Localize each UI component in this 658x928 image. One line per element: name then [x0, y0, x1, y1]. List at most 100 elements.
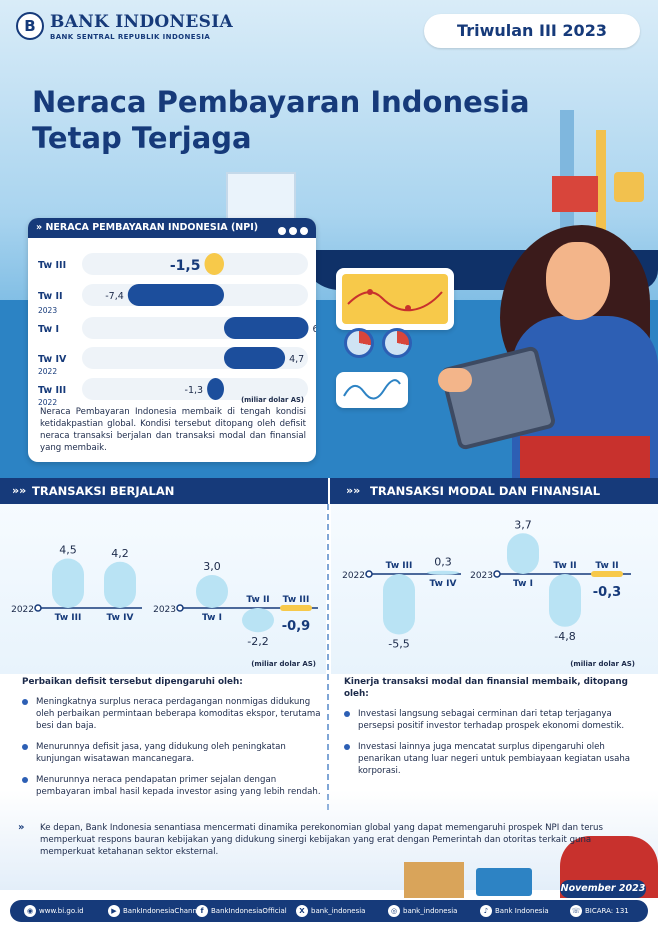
window-dots-icon	[275, 223, 308, 243]
footer-instagram-label: bank_indonesia	[403, 907, 458, 915]
category-label: Tw I	[202, 613, 222, 623]
container-illustration	[552, 176, 598, 212]
npi-value-label: 6,5	[313, 324, 317, 335]
npi-bar	[207, 378, 224, 400]
section-divider	[327, 504, 329, 810]
value-label: 3,0	[203, 560, 221, 573]
logo-subtitle: BANK SENTRAL REPUBLIK INDONESIA	[50, 33, 211, 41]
footer-website-label: www.bi.go.id	[39, 907, 84, 915]
value-label: -0,3	[593, 585, 621, 600]
floating-chart-card	[336, 268, 454, 330]
logo-name: BANK INDONESIA	[50, 12, 233, 32]
youtube-icon: ▶	[108, 905, 120, 917]
footer-website[interactable]: ◉ www.bi.go.id	[24, 900, 84, 922]
bank-indonesia-logo-icon: B	[16, 12, 44, 40]
footer-x-label: bank_indonesia	[311, 907, 366, 915]
pie-chart-icon-2	[382, 328, 412, 358]
axis-start-dot	[493, 570, 501, 578]
data-bar	[104, 561, 136, 608]
npi-card: » NERACA PEMBAYARAN INDONESIA (NPI) Tw I…	[28, 218, 316, 462]
data-bar	[242, 608, 274, 633]
current-account-info: Perbaikan defisit tersebut dipengaruhi o…	[22, 676, 322, 807]
container-illustration-2	[614, 172, 644, 202]
npi-value-label: 4,7	[289, 354, 304, 365]
footer-youtube[interactable]: ▶ BankIndonesiaChannel	[108, 900, 203, 922]
page-title-line2: Tetap Terjaga	[32, 121, 252, 155]
data-bar	[507, 533, 539, 574]
value-label: -2,2	[247, 635, 268, 648]
chevron-right-icon: »»	[12, 484, 27, 497]
list-item: Menurunnya defisit jasa, yang didukung o…	[22, 741, 322, 765]
outlook-paragraph: Ke depan, Bank Indonesia senantiasa menc…	[40, 823, 603, 857]
value-label: -0,9	[282, 619, 310, 634]
highlight-bar	[591, 571, 623, 577]
npi-category-label: Tw II	[38, 291, 63, 302]
truck-illustration	[476, 868, 532, 896]
crane-illustration-2	[596, 130, 606, 300]
category-label: Tw II	[553, 561, 576, 571]
instagram-icon: ◎	[388, 905, 400, 917]
list-item: Investasi langsung sebagai cerminan dari…	[344, 708, 640, 732]
category-label: Tw III	[283, 595, 310, 605]
section-header-current-account: »» TRANSAKSI BERJALAN	[0, 478, 328, 504]
capital-account-chart-area: 2022 Tw III -5,5 Tw IV 0,3 2023 Tw I 3,7 Tw II -4…	[331, 504, 658, 674]
data-bar	[549, 574, 581, 627]
floating-wave-card	[336, 372, 408, 408]
npi-category-label: Tw I	[38, 324, 59, 335]
value-label: 0,3	[434, 556, 452, 569]
month-badge: November 2023	[560, 880, 646, 898]
capital-account-chart: 2022 Tw III -5,5 Tw IV 0,3 2023 Tw I 3,7 Tw II -4…	[342, 518, 635, 668]
footer-tiktok-label: Bank Indonesia	[495, 907, 549, 915]
bicara-icon: ☏	[570, 905, 582, 917]
npi-unit-label: (miliar dolar AS)	[241, 396, 304, 404]
boxes-illustration	[404, 862, 464, 898]
period-badge: Triwulan III 2023	[424, 14, 640, 48]
hand-illustration	[438, 368, 472, 392]
current-account-chart: 2022 Tw III 4,5 Tw IV 4,2 2023 Tw I 3,0 Tw II -2,…	[11, 544, 318, 668]
value-label: 4,2	[111, 547, 129, 560]
footer-tiktok[interactable]: ♪ Bank Indonesia	[480, 900, 549, 922]
section-title-current-account: TRANSAKSI BERJALAN	[32, 484, 175, 498]
woman-face-illustration	[546, 242, 610, 320]
footer-facebook[interactable]: f BankIndonesiaOfficial	[196, 900, 287, 922]
unit-label: (miliar dolar AS)	[251, 660, 316, 668]
category-label: Tw II	[246, 595, 269, 605]
floating-line-chart-icon	[342, 274, 448, 324]
npi-category-label: Tw III	[38, 260, 66, 271]
npi-value-label: -1,3	[185, 385, 204, 396]
npi-chart: Tw III -1,5 Tw II -7,4 Tw I 2023 6,5 Tw IV 4,7 Tw…	[38, 253, 317, 407]
year-label: 2023	[153, 605, 176, 615]
list-item: Investasi lainnya juga mencatat surplus …	[344, 741, 640, 777]
footer-bicara[interactable]: ☏ BICARA: 131	[570, 900, 629, 922]
axis-start-dot	[176, 604, 184, 612]
footer-bar: ◉ www.bi.go.id ▶ BankIndonesiaChannel f Ban…	[10, 900, 648, 922]
npi-description: Neraca Pembayaran Indonesia membaik di t…	[40, 407, 306, 453]
footer-instagram[interactable]: ◎ bank_indonesia	[388, 900, 457, 922]
category-label: Tw II	[595, 561, 618, 571]
footer-youtube-label: BankIndonesiaChannel	[123, 907, 204, 915]
year-label: 2022	[11, 605, 34, 615]
npi-value-label: -7,4	[105, 291, 124, 302]
value-label: -4,8	[554, 630, 575, 643]
category-label: Tw III	[55, 613, 82, 623]
npi-year-label: 2022	[38, 367, 57, 376]
section-title-capital-account: TRANSAKSI MODAL DAN FINANSIAL	[370, 484, 601, 498]
npi-category-label: Tw IV	[38, 354, 67, 365]
section-header-capital-account: »» TRANSAKSI MODAL DAN FINANSIAL	[330, 478, 658, 504]
capital-account-info: Kinerja transaksi modal dan finansial me…	[344, 676, 640, 786]
npi-bar	[224, 317, 309, 339]
outlook-text: » Ke depan, Bank Indonesia senantiasa me…	[18, 822, 618, 858]
data-bar	[52, 558, 84, 608]
current-account-info-title: Perbaikan defisit tersebut dipengaruhi o…	[22, 677, 243, 687]
facebook-icon: f	[196, 905, 208, 917]
current-account-chart-area: 2022 Tw III 4,5 Tw IV 4,2 2023 Tw I 3,0 Tw II -2,…	[0, 504, 326, 674]
highlight-bar	[280, 605, 312, 611]
floating-line-icon	[347, 289, 443, 312]
data-bar	[427, 570, 459, 575]
npi-bar	[204, 253, 224, 275]
value-label: -5,5	[388, 638, 409, 651]
year-label: 2023	[470, 571, 493, 581]
axis-start-dot	[34, 604, 42, 612]
npi-card-header: » NERACA PEMBAYARAN INDONESIA (NPI)	[28, 218, 316, 238]
